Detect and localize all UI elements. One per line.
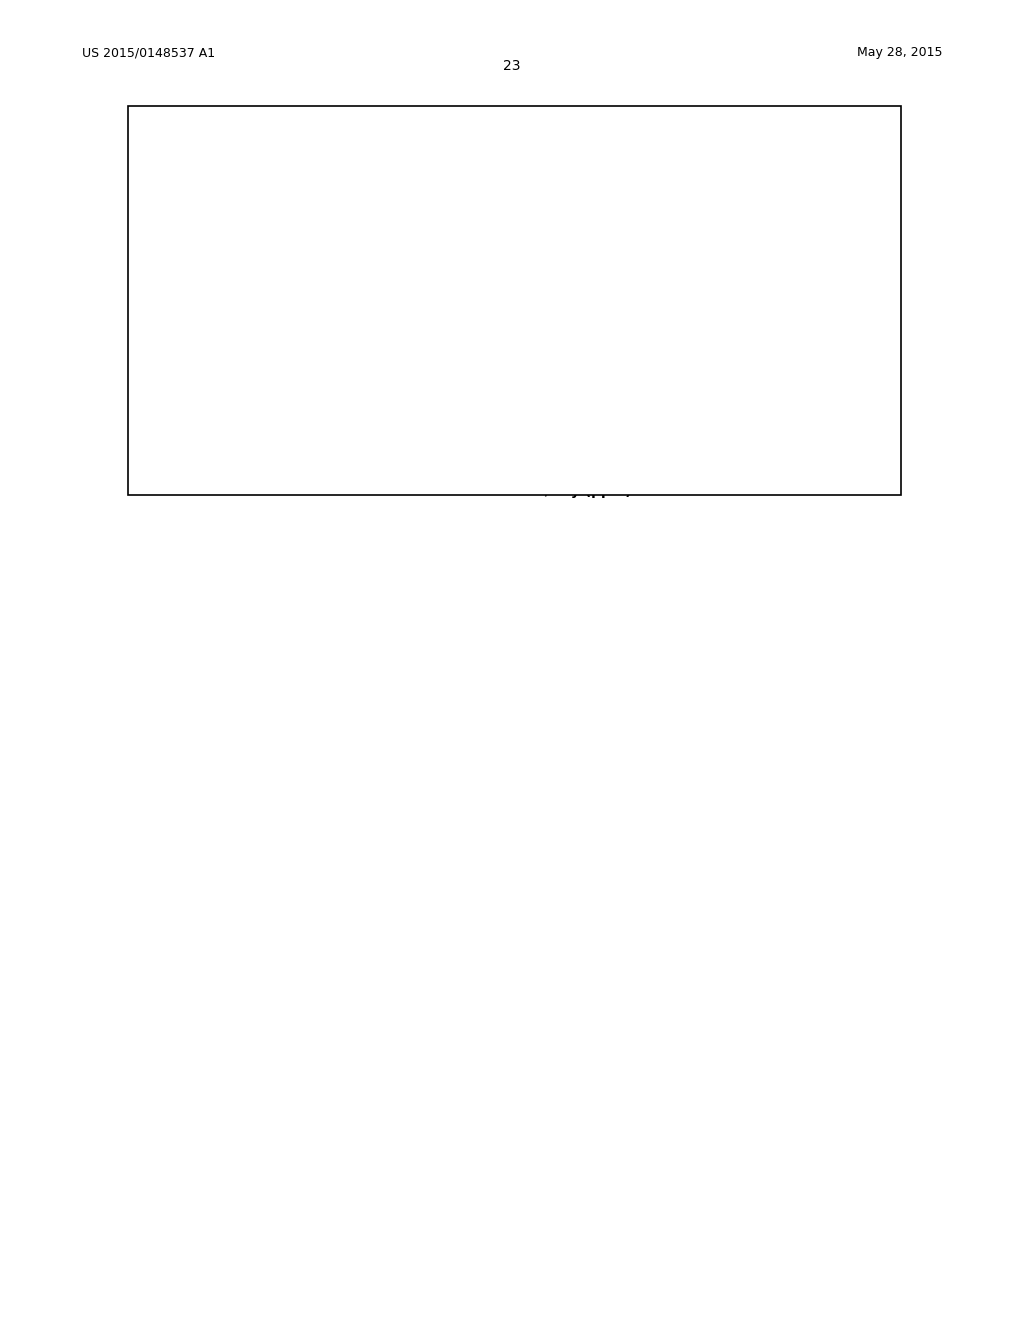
Point bbox=[787, 168, 804, 189]
Text: US 2015/0148537 A1: US 2015/0148537 A1 bbox=[82, 46, 215, 59]
Point bbox=[207, 350, 223, 371]
Text: 14-HC=Intercept / Slope = 4.7 ppm: 14-HC=Intercept / Slope = 4.7 ppm bbox=[440, 304, 687, 318]
Text: y = 20.391x + 96.4: y = 20.391x + 96.4 bbox=[293, 189, 429, 203]
Point bbox=[510, 255, 526, 276]
Title: Determination of 14-HC Content of Oxycodone from
Example 13: Determination of 14-HC Content of Oxycod… bbox=[315, 117, 760, 150]
Text: 23: 23 bbox=[503, 59, 521, 74]
Text: May 28, 2015: May 28, 2015 bbox=[857, 46, 942, 59]
Y-axis label: 14-HCA Area/Oxy (AU/mg): 14-HCA Area/Oxy (AU/mg) bbox=[161, 206, 175, 408]
X-axis label: Added 14-HC/Oxy (ppm): Added 14-HC/Oxy (ppm) bbox=[443, 484, 632, 499]
